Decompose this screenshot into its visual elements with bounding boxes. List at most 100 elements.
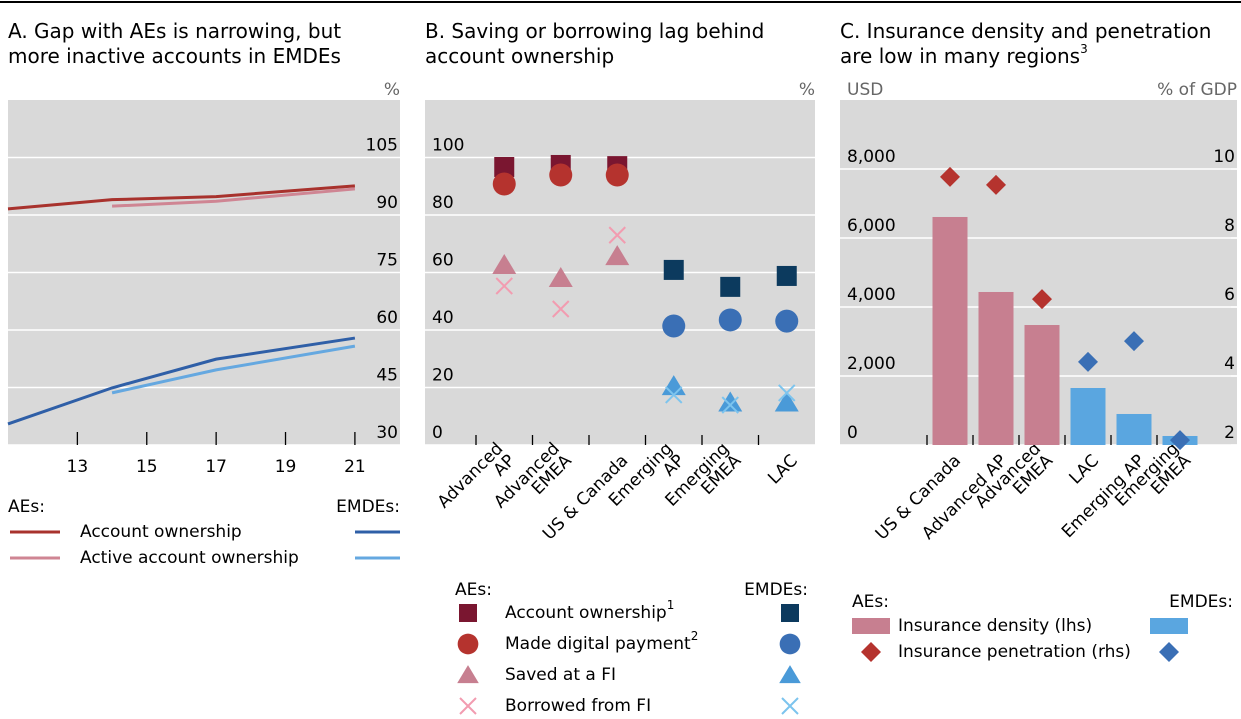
series-line	[111, 187, 356, 208]
bar	[1024, 325, 1060, 445]
diamond-marker	[1159, 642, 1179, 662]
x-tick-label: 19	[275, 457, 297, 477]
y-tick-label: 45	[376, 366, 398, 386]
y-tick-label: 8,000	[847, 147, 896, 167]
x-tick-label: LAC	[764, 451, 802, 489]
legend-label: Account ownership	[80, 522, 242, 542]
cross-marker	[495, 277, 513, 295]
legend-label: Insurance penetration (rhs)	[898, 642, 1131, 662]
x-tick-label-line: LAC	[1066, 451, 1104, 489]
title-line: more inactive accounts in EMDEs	[8, 44, 341, 68]
bar	[978, 291, 1014, 445]
unit-label: %	[799, 80, 815, 100]
cross-marker	[778, 384, 796, 402]
title-line: B. Saving or borrowing lag behind	[425, 19, 764, 43]
legend-label: Insurance density (lhs)	[898, 616, 1092, 636]
triangle-marker	[779, 665, 801, 684]
legend-group: AEs:	[455, 580, 492, 600]
legend-label: Saved at a FI	[505, 665, 616, 685]
series-line	[111, 344, 356, 395]
legend-name: Account ownership	[505, 603, 667, 623]
square-marker	[663, 259, 684, 280]
y-tick-label: 90	[376, 193, 398, 213]
legend-name: Borrowed from FI	[505, 696, 651, 716]
series-line	[7, 336, 356, 426]
legend-swatch	[1150, 618, 1188, 634]
y-tick-label: 30	[376, 423, 398, 443]
square-marker	[494, 156, 515, 177]
legend-group: EMDEs:	[1169, 592, 1233, 612]
square-marker	[459, 604, 477, 622]
title-note: 3	[1080, 42, 1088, 56]
y2-tick-label: 4	[1224, 354, 1235, 374]
y2-tick-label: 2	[1224, 423, 1235, 443]
circle-marker	[662, 314, 686, 338]
legend-label: Active account ownership	[80, 548, 299, 568]
panel-title: A. Gap with AEs is narrowing, but	[8, 19, 341, 43]
y2-tick-label: 10	[1213, 147, 1235, 167]
square-marker	[720, 276, 741, 297]
diamond-marker	[861, 642, 881, 662]
unit-label: %	[384, 80, 400, 100]
diamond-marker	[1032, 289, 1052, 310]
circle-marker	[718, 308, 742, 332]
x-tick-label-line: LAC	[764, 451, 802, 489]
legend-label: Made digital payment2	[505, 629, 698, 655]
x-tick-label: 15	[136, 457, 158, 477]
circle-marker	[492, 172, 516, 196]
x-tick-label: 21	[344, 457, 366, 477]
diamond-marker	[1078, 351, 1098, 372]
panel-title: C. Insurance density and penetration	[840, 19, 1211, 43]
circle-marker	[779, 633, 801, 655]
y2-tick-label: 6	[1224, 285, 1235, 305]
title-line: are low in many regions	[840, 44, 1080, 68]
legend-swatch	[852, 618, 890, 634]
cross-marker	[781, 697, 799, 715]
legend-name: Made digital payment	[505, 634, 691, 654]
y-tick-label: 100	[432, 136, 464, 156]
cross-marker	[608, 226, 626, 244]
legend-note: 2	[691, 629, 699, 643]
y-tick-label: 105	[366, 136, 398, 156]
bar	[1116, 413, 1152, 445]
y2-tick-label: 8	[1224, 216, 1235, 236]
panel-title: account ownership	[425, 44, 614, 68]
triangle-marker	[457, 665, 479, 684]
y-tick-label: 0	[847, 423, 858, 443]
cross-marker	[459, 697, 477, 715]
triangle-marker	[492, 254, 517, 275]
cross-marker	[665, 386, 683, 404]
circle-marker	[549, 163, 573, 187]
legend-label: Borrowed from FI	[505, 696, 651, 716]
triangle-marker	[605, 245, 630, 266]
y-tick-label: 60	[432, 251, 454, 271]
y-tick-label: 2,000	[847, 354, 896, 374]
cross-marker	[721, 396, 739, 414]
panel-title: B. Saving or borrowing lag behind	[425, 19, 764, 43]
diamond-marker	[986, 174, 1006, 195]
triangle-marker	[548, 266, 573, 287]
diamond-marker	[1124, 331, 1144, 352]
panel-title: more inactive accounts in EMDEs	[8, 44, 341, 68]
y-tick-label: 40	[432, 308, 454, 328]
square-marker	[781, 604, 799, 622]
triangle-marker	[774, 391, 799, 412]
cross-marker	[552, 300, 570, 318]
diamond-marker	[1170, 430, 1190, 451]
bar	[1070, 388, 1106, 445]
x-tick-label: LAC	[1066, 451, 1104, 489]
y-tick-label: 60	[376, 308, 398, 328]
legend-label: Account ownership1	[505, 598, 674, 624]
panel-title: are low in many regions3	[840, 42, 1088, 68]
y-tick-label: 4,000	[847, 285, 896, 305]
circle-marker	[775, 309, 799, 333]
circle-marker	[457, 633, 479, 655]
y-tick-label: 75	[376, 251, 398, 271]
triangle-marker	[718, 391, 743, 412]
x-tick-label: 17	[205, 457, 227, 477]
x-tick-label: 13	[67, 457, 89, 477]
legend-group: AEs:	[852, 592, 889, 612]
title-line: account ownership	[425, 44, 614, 68]
diamond-marker	[940, 166, 960, 187]
